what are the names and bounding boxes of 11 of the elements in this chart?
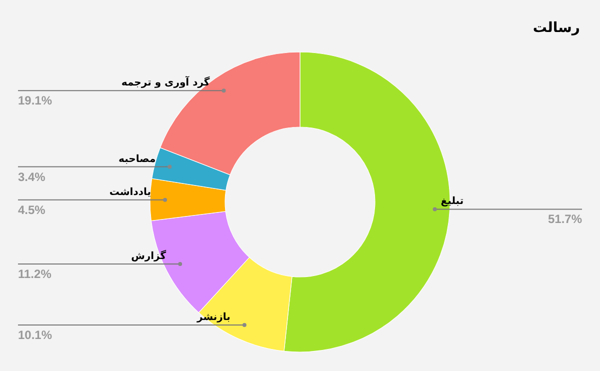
slice-label: گزارش xyxy=(131,249,166,262)
slice-label: مصاحبه xyxy=(118,154,156,165)
data-label: 3.4% xyxy=(18,170,46,184)
chart-title: رسالت xyxy=(532,20,580,36)
slice-label: یادداشت xyxy=(109,186,152,198)
data-label: 19.1% xyxy=(18,94,52,108)
data-label: 51.7% xyxy=(548,212,582,226)
slice-label: گرد آوری و ترجمه xyxy=(121,76,210,89)
data-label: 10.1% xyxy=(18,328,52,342)
data-label: 4.5% xyxy=(18,202,46,217)
data-label: 11.2% xyxy=(18,267,52,282)
